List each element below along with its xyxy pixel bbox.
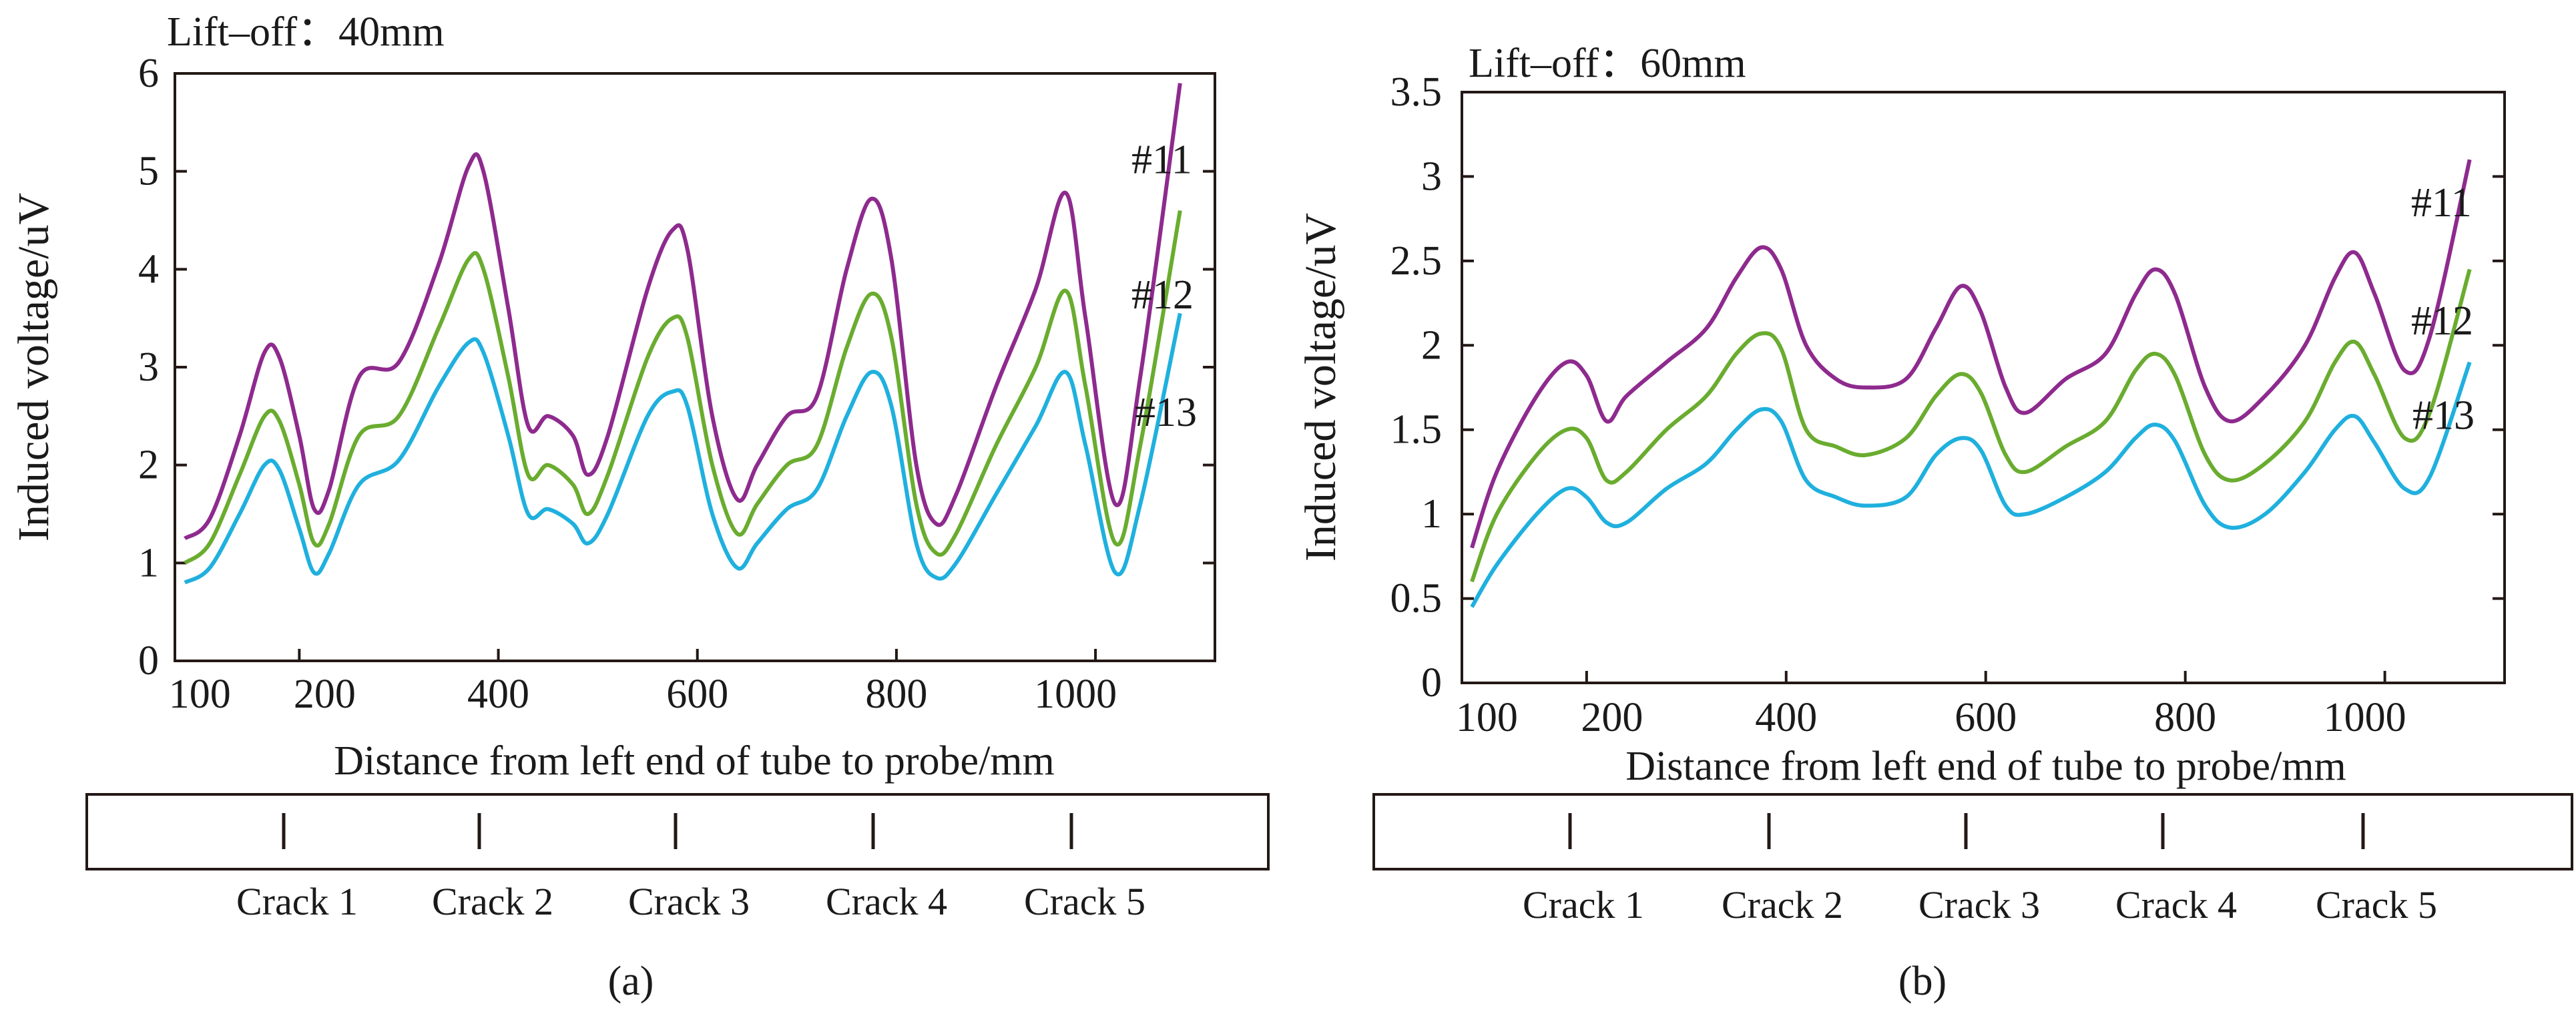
y-tick-label: 3.5 (1390, 69, 1443, 115)
x-axis-b: 100 200 400 600 800 1000 (1456, 671, 2406, 740)
x-tick-label: 800 (865, 672, 927, 717)
y-tick-label: 3 (138, 344, 159, 390)
y-tick-label: 3 (1421, 154, 1442, 199)
y-tick-label: 4 (138, 246, 159, 292)
y-tick-label: 5 (138, 149, 159, 194)
y-tick-label: 2 (1421, 322, 1442, 368)
x-tick-label: 400 (467, 672, 529, 717)
x-tick-label: 1000 (1034, 672, 1117, 717)
y-tick-label: 1 (1421, 491, 1442, 537)
x-tick-label: 100 (1456, 695, 1518, 740)
x-tick-label: 800 (2154, 695, 2216, 740)
crack-label: Crack 2 (1722, 883, 1843, 927)
crack-label: Crack 4 (2115, 883, 2237, 927)
x-tick-label: 200 (1581, 695, 1643, 740)
y-axis-b: 0 0.5 1 1.5 2 2.5 3 3.5 (1390, 69, 2505, 706)
x-tick-label: 600 (666, 672, 728, 717)
series-label-12: #12 (1131, 272, 1194, 318)
chart-title-b: Lift–off：60mm (1469, 41, 1746, 86)
series-line-12 (184, 210, 1182, 565)
y-tick-label: 2 (138, 443, 159, 488)
tube-diagram-b (1372, 793, 2573, 870)
crack-label: Crack 1 (1523, 883, 1644, 927)
subfigure-label-a: (a) (608, 959, 654, 1004)
y-tick-label: 1 (138, 540, 159, 585)
series-line-13 (184, 312, 1182, 585)
crack-label: Crack 3 (628, 880, 750, 923)
series-label-11: #11 (1131, 138, 1192, 183)
series-group-b: #11 #12 #13 (1470, 159, 2475, 608)
y-tick-label: 6 (138, 51, 159, 96)
crack-label: Crack 3 (1918, 883, 2040, 927)
crack-label: Crack 2 (432, 880, 553, 923)
y-tick-label: 0.5 (1390, 576, 1443, 621)
crack-label: Crack 1 (236, 880, 358, 923)
x-tick-label: 400 (1755, 695, 1817, 740)
series-line-11 (184, 83, 1182, 541)
y-tick-label: 0 (1421, 660, 1442, 706)
series-label-11: #11 (2411, 180, 2472, 226)
panel-b: Lift–off：60mm 0 0.5 1 1.5 2 2.5 3 3.5 100 200 400… (1296, 41, 2573, 1004)
x-axis-label-a: Distance from left end of tube to probe/… (334, 738, 1055, 784)
crack-markers-b: Crack 1 Crack 2 Crack 3 Crack 4 Crack 5 (1523, 813, 2437, 927)
y-tick-label: 1.5 (1390, 407, 1443, 453)
crack-markers-a: Crack 1 Crack 2 Crack 3 Crack 4 Crack 5 (236, 813, 1145, 923)
tube-diagram-a (85, 793, 1270, 870)
chart-title-a: Lift–off：40mm (167, 9, 445, 55)
y-axis-label-a: Induced voltage/uV (9, 193, 58, 541)
crack-label: Crack 5 (2316, 883, 2437, 927)
y-axis-label-b: Induced voltage/uV (1296, 213, 1345, 561)
series-line-12 (1470, 268, 2472, 583)
series-label-13: #13 (2412, 393, 2475, 438)
x-tick-label: 200 (294, 672, 356, 717)
series-line-13 (1470, 361, 2472, 608)
y-axis-a: 0 1 2 3 4 5 6 (138, 51, 1215, 684)
x-tick-label: 600 (1955, 695, 2017, 740)
series-group-a: #11 #12 #13 (184, 83, 1197, 585)
y-tick-label: 2.5 (1390, 238, 1443, 284)
crack-label: Crack 4 (826, 880, 947, 923)
subfigure-label-b: (b) (1898, 959, 1947, 1004)
plot-area-b (1461, 91, 2506, 684)
crack-label: Crack 5 (1024, 880, 1145, 923)
x-tick-label: 1000 (2324, 695, 2406, 740)
x-tick-label: 100 (169, 672, 231, 717)
y-tick-label: 0 (138, 638, 159, 684)
series-label-12: #12 (2411, 298, 2473, 344)
x-axis-a: 100 200 400 600 800 1000 (169, 649, 1117, 717)
series-label-13: #13 (1135, 390, 1197, 435)
series-line-11 (1470, 159, 2472, 549)
x-axis-label-b: Distance from left end of tube to probe/… (1625, 744, 2346, 789)
